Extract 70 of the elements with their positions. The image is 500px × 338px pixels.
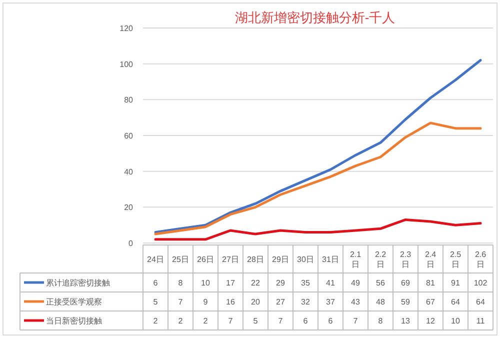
- data-label: 6: [153, 278, 158, 288]
- data-label: 27: [276, 298, 286, 306]
- data-label: 5: [253, 316, 258, 326]
- line-series: [154, 59, 482, 234]
- data-label: 7: [178, 298, 184, 306]
- data-label: 2: [178, 316, 184, 326]
- data-label: 9: [203, 298, 208, 306]
- x-tick-label: 31日: [322, 255, 339, 264]
- x-tick-label: 2.6日: [474, 250, 487, 269]
- data-label: 16: [226, 298, 236, 306]
- y-tick-label: 40: [124, 167, 134, 176]
- data-label: 22: [251, 278, 260, 288]
- data-label: 35: [301, 278, 310, 288]
- data-label: 67: [426, 298, 436, 306]
- data-label: 8: [178, 278, 184, 288]
- data-label: 43: [351, 298, 360, 306]
- legend-label: 正接受医学观察: [46, 298, 102, 306]
- line-series: [154, 122, 482, 236]
- data-label: 8: [378, 316, 384, 326]
- y-tick-label: 80: [124, 96, 134, 105]
- data-label: 12: [426, 316, 436, 326]
- x-tick-label: 25日: [172, 255, 189, 264]
- x-tick-label: 30日: [297, 255, 314, 264]
- data-label: 20: [251, 298, 260, 306]
- data-label: 64: [451, 298, 460, 306]
- data-label: 59: [401, 298, 410, 306]
- data-label: 2: [153, 316, 158, 326]
- data-label: 102: [474, 278, 488, 288]
- x-tick-label: 2.3日: [400, 250, 412, 269]
- data-label: 10: [451, 316, 460, 326]
- chart-title: 湖北新增密切接触分析-千人: [234, 10, 396, 25]
- data-label: 64: [476, 298, 486, 306]
- y-tick-label: 20: [124, 203, 134, 212]
- data-label: 29: [276, 278, 286, 288]
- x-tick-label: 27日: [222, 255, 239, 264]
- x-tick-label: 29日: [272, 255, 289, 264]
- x-tick-label: 2.1日: [350, 250, 362, 269]
- data-label: 7: [228, 316, 234, 326]
- x-tick-label: 2.5日: [450, 250, 462, 269]
- data-label: 49: [351, 278, 360, 288]
- data-label: 6: [303, 316, 308, 326]
- x-tick-label: 2.2日: [374, 250, 387, 269]
- data-label: 48: [376, 298, 386, 306]
- data-label: 37: [326, 298, 336, 306]
- data-label: 5: [153, 298, 158, 306]
- data-label: 69: [401, 278, 410, 288]
- data-label: 6: [328, 316, 334, 326]
- x-tick-label: 24日: [147, 255, 164, 264]
- line-series: [154, 218, 482, 241]
- data-label: 13: [401, 316, 410, 326]
- data-label: 32: [301, 298, 310, 306]
- data-label: 7: [353, 316, 358, 326]
- y-tick-label: 100: [120, 60, 134, 69]
- data-label: 11: [476, 316, 486, 326]
- data-label: 10: [201, 278, 210, 288]
- data-label: 91: [451, 278, 460, 288]
- data-label: 2: [203, 316, 208, 326]
- y-tick-label: 60: [124, 132, 134, 140]
- x-tick-label: 28日: [247, 255, 264, 264]
- legend-label: 累计追踪密切接触: [46, 278, 110, 288]
- data-label: 56: [376, 278, 386, 288]
- y-tick-label: 120: [120, 24, 134, 33]
- x-tick-label: 26日: [197, 255, 214, 264]
- x-tick-label: 2.4日: [424, 250, 437, 269]
- data-label: 17: [226, 278, 236, 288]
- table: 24日 25日 26日 27日 28日 29日 30日 31日 2.1日 2.2日 2.3日 2.4日 2.5日 2.6日 累计追踪密切接触 6 8 10 17 22 29 35 41 49 56 69 81 91 102 正接受医学观察 5 7 9 16 20 27 32 37 43 48 59 67 64 64 当日新密切接触 2 2 2 7 5 7 6 6 7 8 13 12 10 11: [20, 244, 494, 330]
- data-label: 81: [426, 278, 436, 288]
- data-label: 41: [326, 278, 336, 288]
- legend-label: 当日新密切接触: [46, 316, 102, 326]
- data-label: 7: [278, 316, 284, 326]
